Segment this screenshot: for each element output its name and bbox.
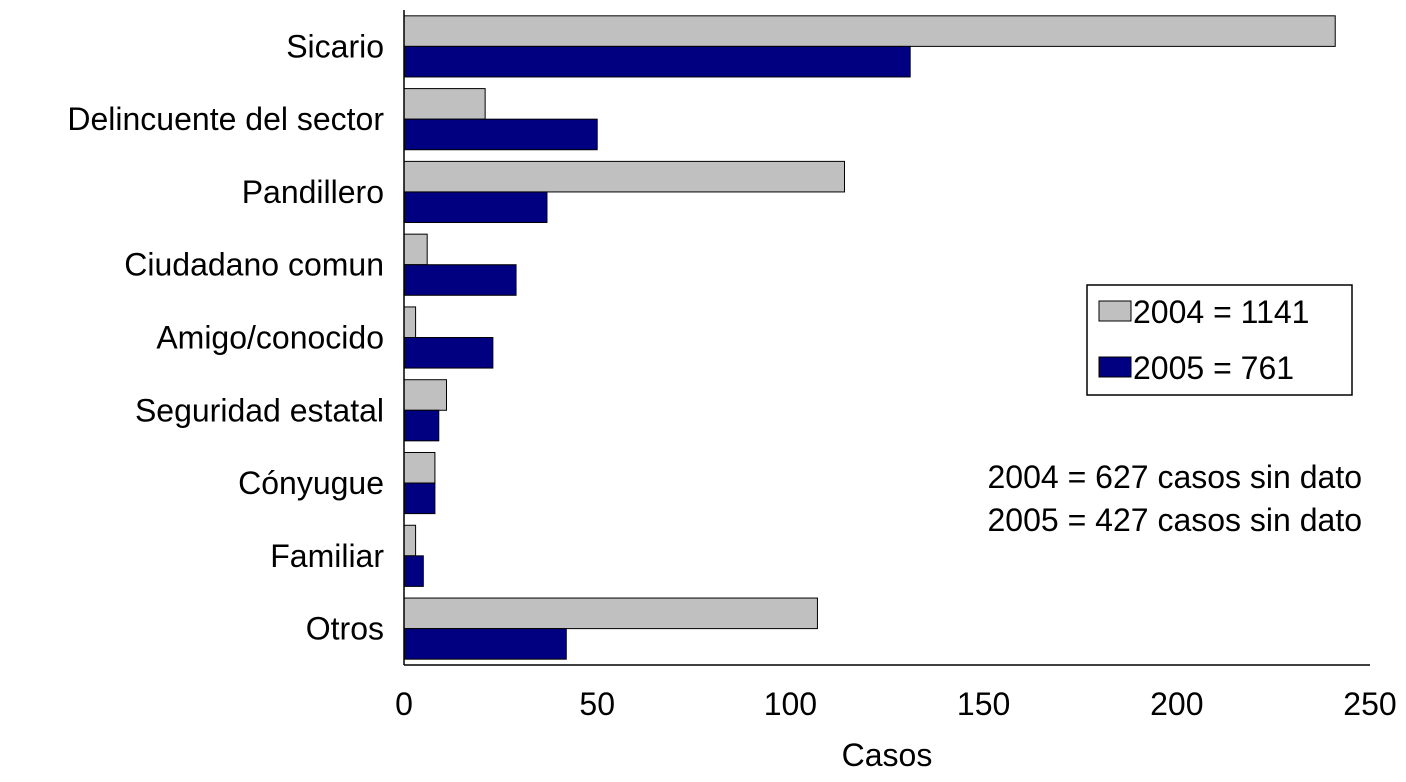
x-tick-label: 250 <box>1343 686 1396 722</box>
x-tick-label: 150 <box>957 686 1010 722</box>
bar-2005-5 <box>403 409 440 442</box>
category-label: Amigo/conocido <box>156 320 384 356</box>
note-2004-missing: 2004 = 627 casos sin dato <box>988 459 1363 495</box>
category-label: Seguridad estatal <box>135 392 384 428</box>
bar-2005-6 <box>403 482 436 515</box>
x-tick-labels: 0 50 100 150 200 250 <box>395 686 1397 722</box>
bar-2005-8 <box>403 628 567 660</box>
legend-label-2004: 2004 = 1141 <box>1133 294 1309 330</box>
legend-swatch-2005 <box>1098 356 1132 378</box>
category-label: Familiar <box>270 538 384 574</box>
category-label: Otros <box>306 611 384 647</box>
note-2005-missing: 2005 = 427 casos sin dato <box>988 502 1363 538</box>
bar-2005-0 <box>403 45 911 78</box>
bar-2004-8 <box>403 597 818 630</box>
x-tick-label: 200 <box>1150 686 1203 722</box>
bar-2005-7 <box>403 555 424 587</box>
bar-2005-4 <box>403 337 494 369</box>
bar-2004-1 <box>403 88 486 120</box>
category-label: Sicario <box>286 28 384 64</box>
bar-2004-2 <box>403 160 845 193</box>
legend-label-2005: 2005 = 761 <box>1133 350 1294 386</box>
x-axis-title: Casos <box>842 737 933 773</box>
category-label: Pandillero <box>242 174 384 210</box>
category-labels: Sicario Delincuente del sector Pandillero C… <box>67 28 384 646</box>
bar-2005-1 <box>403 118 598 151</box>
bar-2004-4 <box>403 306 417 338</box>
bar-2005-3 <box>403 264 517 296</box>
bar-2004-7 <box>403 524 417 557</box>
category-label: Delincuente del sector <box>67 101 384 137</box>
x-tick-label: 50 <box>579 686 615 722</box>
category-label: Cónyugue <box>238 465 384 501</box>
bars-layer <box>403 15 1336 660</box>
category-label: Ciudadano comun <box>124 247 384 283</box>
bar-2004-0 <box>403 15 1336 47</box>
x-tick-label: 100 <box>764 686 817 722</box>
legend-swatch-2004 <box>1098 300 1132 322</box>
bar-2004-3 <box>403 233 428 266</box>
bar-2005-2 <box>403 191 548 224</box>
x-tick-label: 0 <box>395 686 413 722</box>
bar-2004-6 <box>403 451 436 484</box>
bar-2004-5 <box>403 379 448 411</box>
legend: 2004 = 1141 2005 = 761 <box>1086 284 1353 396</box>
